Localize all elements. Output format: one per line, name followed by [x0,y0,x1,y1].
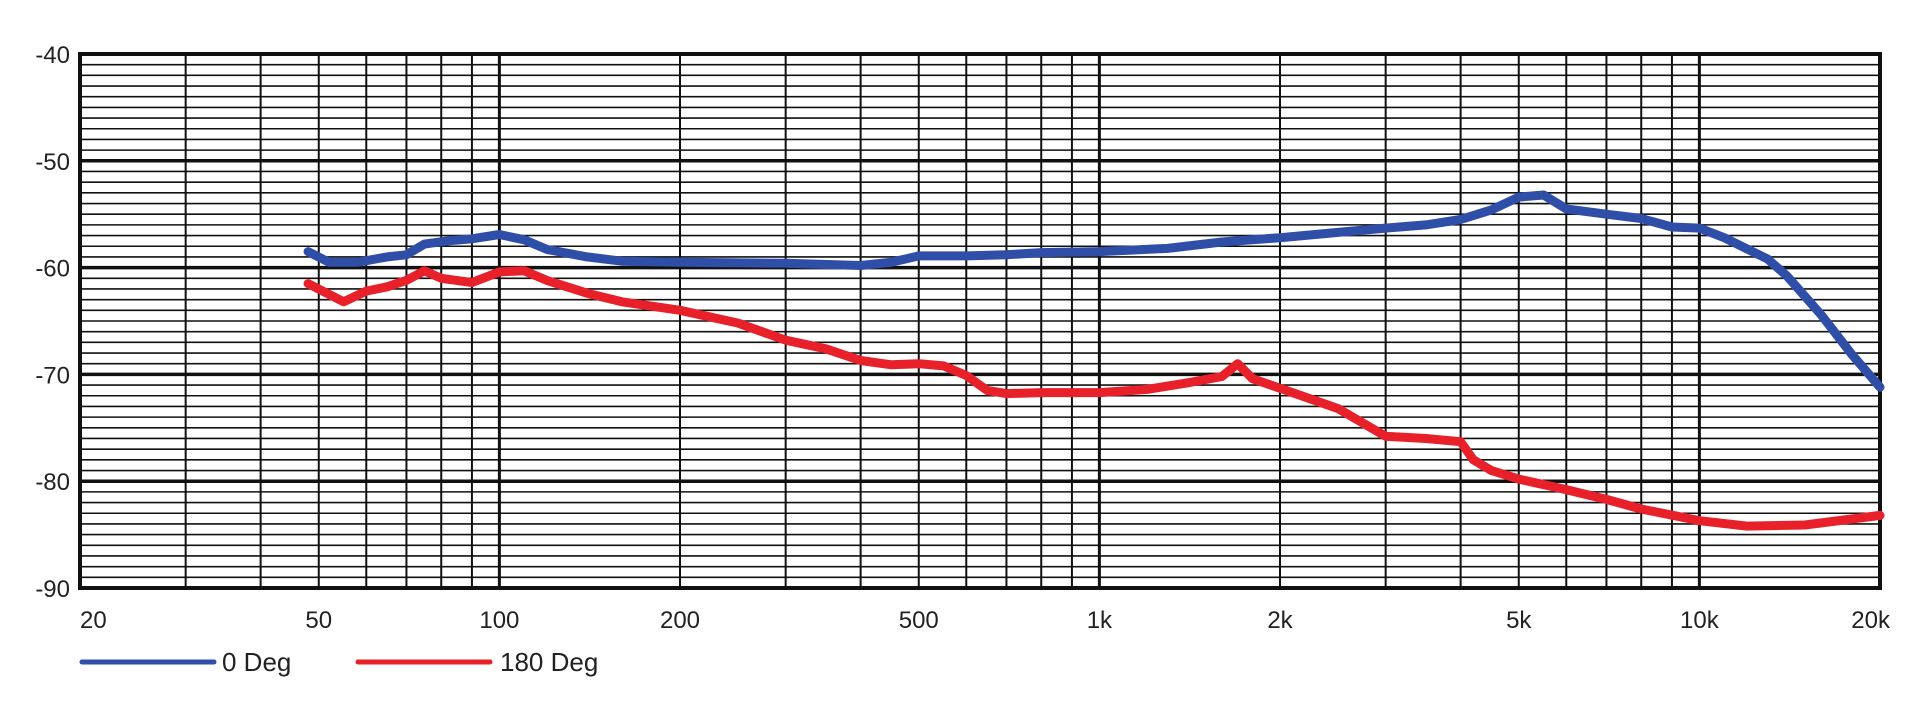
x-tick-label: 10k [1680,607,1720,634]
x-tick-label: 2k [1267,607,1293,634]
x-tick-label: 100 [479,607,519,634]
x-tick-label: 200 [660,607,700,634]
y-tick-label: -70 [35,362,70,389]
legend-label: 180 Deg [500,647,598,677]
chart-axis-labels: -40 -50 -60 -70 -80 -90 20 50 100 200 500 1k 2k 5k 10k… [35,42,1891,634]
x-tick-label: 1k [1087,607,1113,634]
y-tick-label: -40 [35,42,70,69]
y-tick-label: -90 [35,576,70,603]
y-tick-label: -60 [35,256,70,283]
plot-frame [78,52,1882,590]
chart-grid [78,52,1882,590]
y-tick-label: -50 [35,149,70,176]
x-tick-label: 20 [80,607,107,634]
chart-legend: 0 Deg 180 Deg [79,647,598,677]
x-tick-label: 50 [305,607,332,634]
x-tick-label: 500 [899,607,939,634]
y-tick-label: -80 [35,469,70,496]
legend-label: 0 Deg [222,647,291,677]
series-line-red [303,266,1885,531]
chart-curves [303,190,1885,531]
series-line-blue [303,190,1885,392]
x-tick-label: 20k [1851,607,1891,634]
x-tick-label: 5k [1506,607,1532,634]
